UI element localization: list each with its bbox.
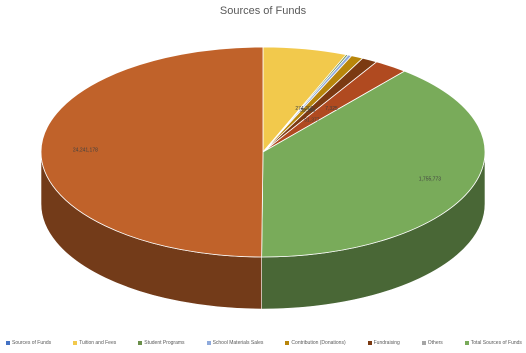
chart-title: Sources of Funds bbox=[219, 5, 307, 17]
legend-swatch-3 bbox=[206, 341, 211, 345]
data-label-4: 39,349 bbox=[300, 108, 316, 114]
legend-item-0: Sources of Funds bbox=[6, 340, 51, 346]
legend-label-5: Fundraising bbox=[373, 340, 400, 346]
legend-swatch-7 bbox=[464, 341, 469, 345]
data-label-7: 1,755,773 bbox=[419, 177, 441, 183]
legend-swatch-0 bbox=[6, 341, 10, 345]
legend-label-1: Tuition and Fees bbox=[79, 340, 117, 346]
legend-label-2: Student Programs bbox=[144, 340, 185, 346]
pie-slice-8 bbox=[40, 46, 264, 258]
legend-label-7: Total Sources of Funds bbox=[470, 340, 522, 346]
legend-swatch-2 bbox=[138, 341, 143, 345]
data-label-5: 51,377 bbox=[304, 117, 320, 123]
legend-item-7: Total Sources of Funds bbox=[464, 340, 522, 346]
pie-slice-7 bbox=[261, 70, 486, 258]
legend-item-5: Fundraising bbox=[367, 340, 400, 346]
data-label-2: 7,325 bbox=[325, 106, 338, 112]
legend-swatch-4 bbox=[285, 341, 290, 345]
data-label-8: 24,241,178 bbox=[73, 148, 98, 154]
legend-swatch-6 bbox=[421, 341, 426, 345]
legend-item-1: Tuition and Fees bbox=[73, 340, 116, 346]
legend-swatch-5 bbox=[367, 341, 372, 345]
data-label-1: 274,202 bbox=[295, 106, 313, 112]
legend-item-4: Contribution (Donations) bbox=[285, 340, 346, 346]
chart-legend: Sources of Funds Tuition and Fees Student … bbox=[6, 340, 522, 346]
legend-label-6: Others bbox=[427, 340, 443, 346]
legend-item-6: Others bbox=[421, 340, 443, 346]
legend-label-3: School Materials Sales bbox=[212, 340, 264, 346]
pie-top-group bbox=[40, 46, 486, 258]
legend-label-4: Contribution (Donations) bbox=[291, 340, 346, 346]
pie-label-group: 274,202 7,325 39,349 51,377 1,755,773 24,241,… bbox=[73, 106, 441, 183]
legend-item-3: School Materials Sales bbox=[206, 340, 264, 346]
legend-swatch-1 bbox=[73, 341, 78, 345]
legend-label-0: Sources of Funds bbox=[12, 340, 52, 346]
legend-item-2: Student Programs bbox=[138, 340, 185, 346]
